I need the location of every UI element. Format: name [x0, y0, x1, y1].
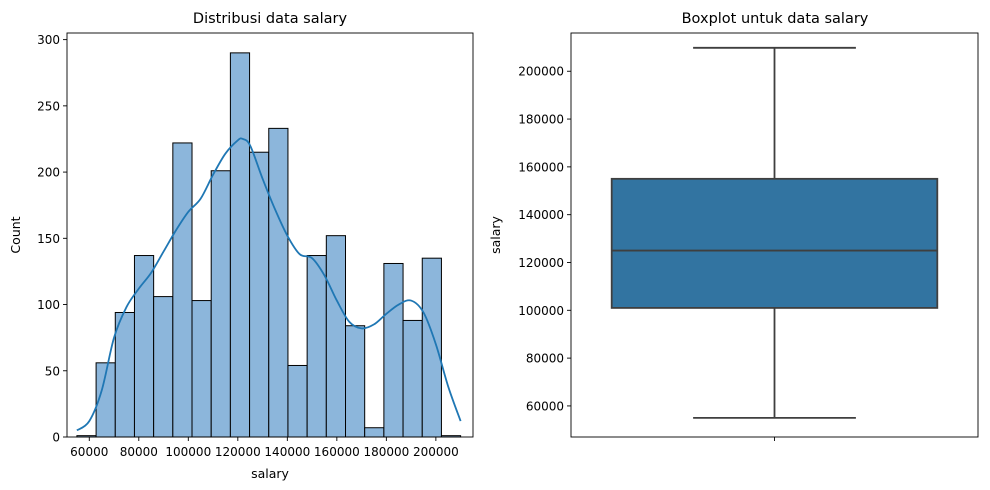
histogram-bar: [114, 311, 135, 438]
boxplot-y-axis-ticks: 60000 80000 100000 120000 140000 160000 180000…: [518, 65, 571, 413]
histogram-title: Distribusi data salary: [193, 11, 348, 27]
histogram-y-axis-ticks: 0 50 100 150 200 250 300: [37, 33, 67, 445]
boxplot-title: Boxplot untuk data salary: [682, 11, 869, 27]
histogram-x-tick-label: 160000: [314, 445, 360, 459]
histogram-plot-frame: [66, 32, 474, 438]
histogram-y-tick-label: 50: [45, 364, 60, 378]
histogram-bar: [210, 170, 231, 438]
histogram-bar: [172, 142, 193, 438]
histogram-x-tick-label: 80000: [120, 445, 158, 459]
histogram-y-tick-label: 300: [37, 33, 60, 47]
histogram-bar: [229, 52, 251, 438]
histogram-y-tick-label: 0: [52, 431, 60, 445]
boxplot-box: [610, 177, 939, 309]
histogram-y-tick-label: 250: [37, 99, 60, 113]
histogram-bars: [76, 52, 462, 438]
boxplot-y-tick-label: 200000: [518, 65, 564, 79]
histogram-bar: [345, 325, 366, 438]
histogram-x-tick-label: 100000: [165, 445, 211, 459]
histogram-bar: [325, 235, 347, 438]
histogram-y-tick-label: 200: [37, 166, 60, 180]
histogram-x-tick-label: 140000: [264, 445, 310, 459]
histogram-kde-line: [76, 137, 462, 432]
boxplot-y-tick-label: 120000: [518, 256, 564, 270]
boxplot-y-tick-label: 180000: [518, 113, 564, 127]
histogram-panel: Distribusi data salary 60000 80000 100000 1…: [8, 11, 474, 481]
histogram-bar: [191, 300, 212, 438]
boxplot-y-axis-label: salary: [488, 215, 503, 253]
histogram-bar: [364, 427, 385, 438]
boxplot-y-tick-label: 100000: [518, 304, 564, 318]
histogram-bar: [153, 296, 174, 438]
boxplot-y-tick-label: 80000: [526, 352, 564, 366]
boxplot-marks: [610, 46, 939, 441]
histogram-bar: [306, 255, 327, 438]
boxplot-y-tick-label: 60000: [526, 399, 564, 413]
histogram-x-tick-label: 120000: [215, 445, 261, 459]
histogram-bar: [383, 262, 404, 438]
histogram-y-tick-label: 100: [37, 298, 60, 312]
boxplot-y-tick-label: 160000: [518, 160, 564, 174]
histogram-bar: [402, 319, 423, 438]
histogram-y-tick-label: 150: [37, 232, 60, 246]
histogram-x-tick-label: 60000: [70, 445, 108, 459]
histogram-y-axis-label: Count: [8, 216, 23, 253]
boxplot-panel: Boxplot untuk data salary 60000 80000 1000…: [488, 11, 979, 441]
histogram-x-tick-label: 200000: [413, 445, 459, 459]
histogram-bar: [268, 127, 289, 438]
histogram-x-tick-label: 180000: [363, 445, 409, 459]
histogram-bar: [287, 364, 308, 438]
boxplot-plot-frame: [570, 32, 979, 438]
boxplot-y-tick-label: 140000: [518, 208, 564, 222]
histogram-x-axis-ticks: 60000 80000 100000 120000 140000 160000 180000…: [70, 437, 459, 459]
histogram-bar: [249, 151, 270, 438]
histogram-x-axis-label: salary: [251, 466, 289, 481]
histogram-bar: [421, 257, 442, 438]
